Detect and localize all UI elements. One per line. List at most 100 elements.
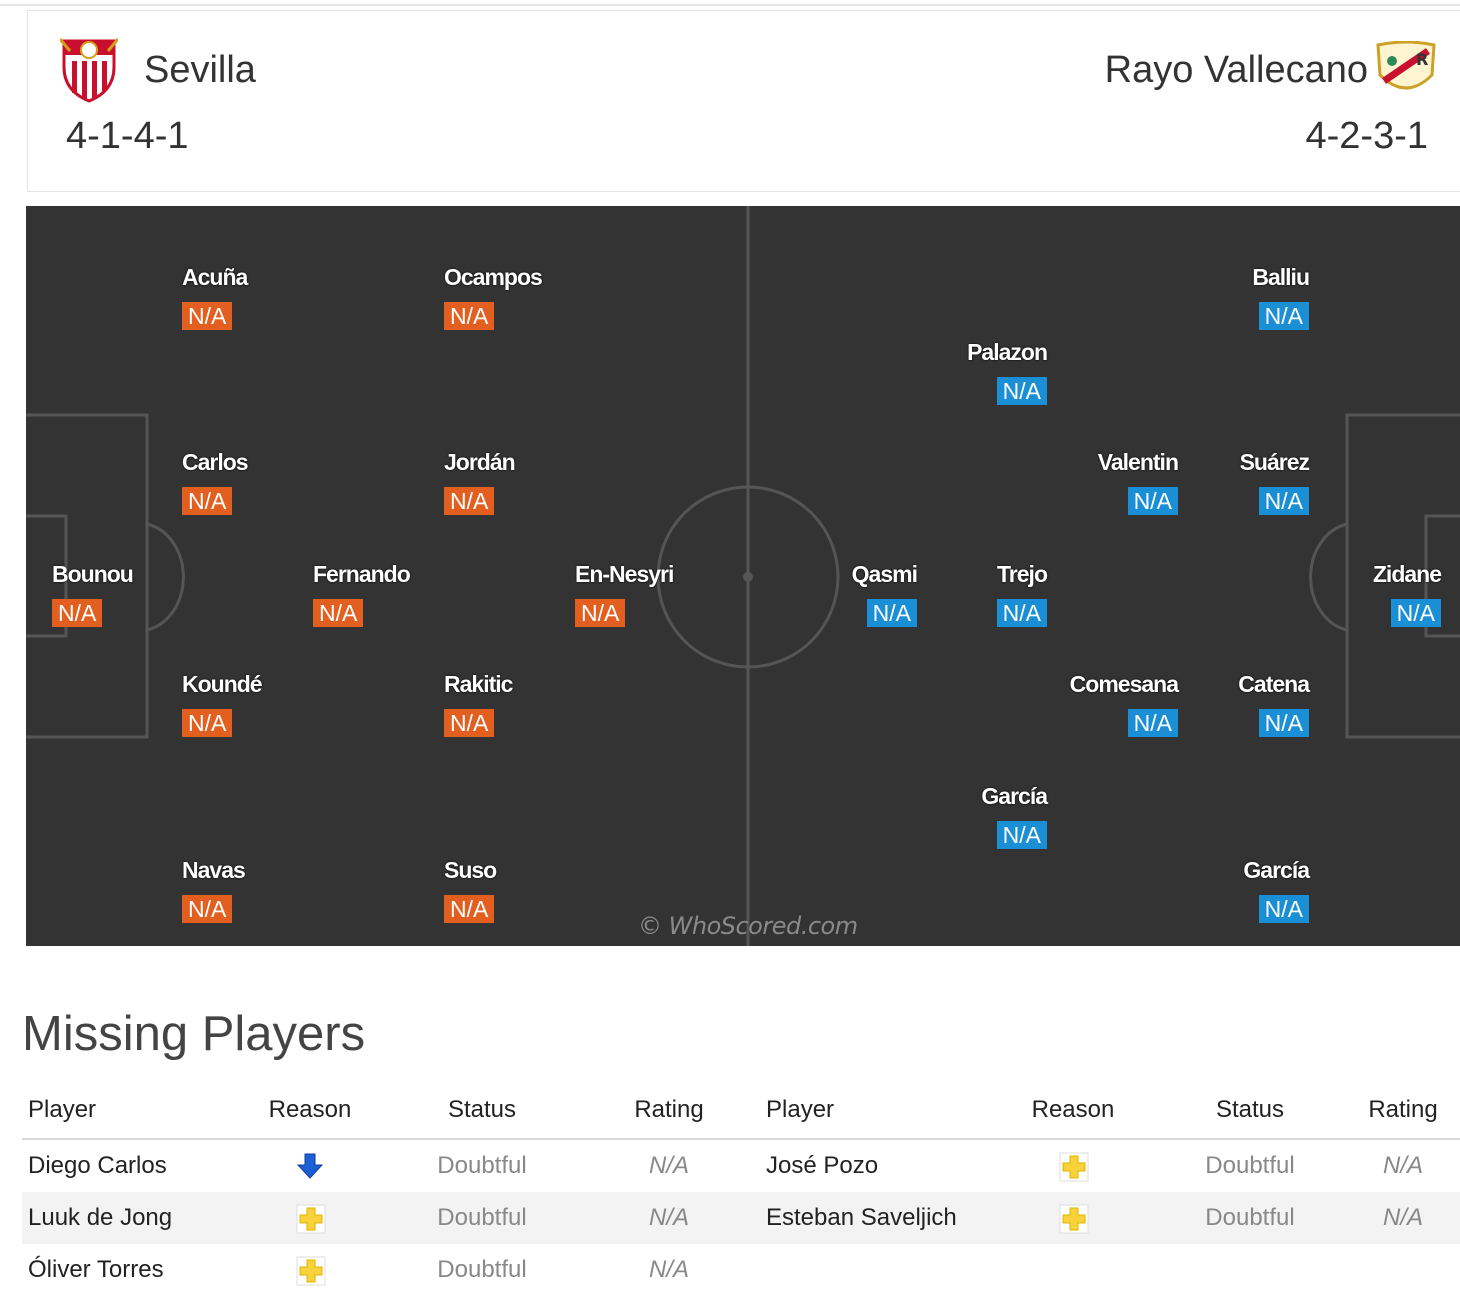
col-status-away[interactable]: Status bbox=[1154, 1082, 1346, 1140]
home-rating: N/A bbox=[648, 1152, 689, 1179]
home-player[interactable]: Fernando N/A bbox=[313, 561, 473, 627]
player-name: Rakitic bbox=[444, 671, 513, 697]
home-reason bbox=[234, 1139, 386, 1192]
home-reason bbox=[234, 1244, 386, 1296]
player-rating-badge: N/A bbox=[444, 709, 495, 737]
away-reason bbox=[992, 1244, 1154, 1296]
player-rating-badge: N/A bbox=[1258, 895, 1309, 923]
svg-text:R: R bbox=[1416, 50, 1428, 69]
player-rating-badge: N/A bbox=[866, 599, 917, 627]
top-divider bbox=[0, 4, 1460, 6]
home-player-name[interactable]: Diego Carlos bbox=[28, 1152, 167, 1179]
home-status: Doubtful bbox=[386, 1192, 578, 1244]
table-header-row: Player Reason Status Rating Player Reaso… bbox=[22, 1082, 1460, 1140]
away-player-name[interactable]: José Pozo bbox=[766, 1152, 879, 1179]
home-rating: N/A bbox=[648, 1256, 689, 1283]
away-formation: 4-2-3-1 bbox=[1305, 115, 1429, 157]
player-rating-badge: N/A bbox=[1127, 709, 1178, 737]
player-rating-badge: N/A bbox=[313, 599, 364, 627]
col-reason-away[interactable]: Reason bbox=[992, 1082, 1154, 1140]
injury-cross-icon bbox=[1059, 1204, 1089, 1234]
player-rating-badge: N/A bbox=[1127, 487, 1178, 515]
injury-cross-icon bbox=[1059, 1152, 1089, 1182]
away-player[interactable]: Zidane N/A bbox=[1281, 561, 1442, 627]
away-player[interactable]: Comesana N/A bbox=[1018, 671, 1179, 737]
player-name: Fernando bbox=[313, 561, 411, 587]
missing-players-table: Player Reason Status Rating Player Reaso… bbox=[22, 1082, 1460, 1296]
player-name: Catena bbox=[1238, 671, 1310, 697]
player-name: Zidane bbox=[1372, 561, 1442, 587]
away-player-name[interactable]: Esteban Saveljich bbox=[760, 1192, 992, 1244]
player-name: Ocampos bbox=[444, 264, 543, 290]
missing-players-title: Missing Players bbox=[22, 1007, 366, 1061]
player-rating-badge: N/A bbox=[182, 302, 233, 330]
col-player-away[interactable]: Player bbox=[760, 1082, 992, 1140]
home-team-name[interactable]: Sevilla bbox=[144, 49, 256, 91]
home-player-name[interactable]: Luuk de Jong bbox=[22, 1192, 234, 1244]
player-name: Navas bbox=[182, 857, 246, 883]
player-name: Valentin bbox=[1097, 449, 1179, 475]
away-player[interactable]: Valentin N/A bbox=[1018, 449, 1179, 515]
injury-cross-icon bbox=[296, 1256, 326, 1286]
col-player-home[interactable]: Player bbox=[22, 1082, 234, 1140]
home-status: Doubtful bbox=[437, 1152, 527, 1179]
player-name: Suso bbox=[444, 857, 497, 883]
col-status-home[interactable]: Status bbox=[386, 1082, 578, 1140]
home-player[interactable]: Bounou N/A bbox=[52, 561, 212, 627]
away-player[interactable]: Balliu N/A bbox=[1149, 264, 1310, 330]
away-status bbox=[1154, 1244, 1346, 1296]
home-player[interactable]: Carlos N/A bbox=[182, 449, 342, 515]
player-name: Balliu bbox=[1252, 264, 1310, 290]
player-rating-badge: N/A bbox=[182, 895, 233, 923]
player-name: Acuña bbox=[182, 264, 248, 290]
rayo-vallecano-crest-icon: R bbox=[1376, 41, 1436, 90]
home-player[interactable]: Jordán N/A bbox=[444, 449, 604, 515]
player-rating-badge: N/A bbox=[575, 599, 626, 627]
away-reason bbox=[992, 1192, 1154, 1244]
player-rating-badge: N/A bbox=[996, 599, 1047, 627]
player-name: Carlos bbox=[182, 449, 249, 475]
player-name: Palazon bbox=[967, 339, 1048, 365]
home-player[interactable]: En-Nesyri N/A bbox=[575, 561, 735, 627]
table-row: Luuk de Jong Doubtful N/A Esteban Saveljich… bbox=[22, 1192, 1460, 1244]
home-player[interactable]: Navas N/A bbox=[182, 857, 342, 923]
table-row: Óliver Torres Doubtful N/A bbox=[22, 1244, 1460, 1296]
col-reason-home[interactable]: Reason bbox=[234, 1082, 386, 1140]
player-rating-badge: N/A bbox=[444, 487, 495, 515]
away-player[interactable]: García N/A bbox=[1149, 857, 1310, 923]
away-rating bbox=[1346, 1244, 1460, 1296]
col-rating-home[interactable]: Rating bbox=[578, 1082, 760, 1140]
away-player[interactable]: García N/A bbox=[887, 783, 1048, 849]
player-name: Bounou bbox=[52, 561, 134, 587]
away-player[interactable]: Catena N/A bbox=[1149, 671, 1310, 737]
away-player[interactable]: Palazon N/A bbox=[887, 339, 1048, 405]
away-player[interactable]: Trejo N/A bbox=[887, 561, 1048, 627]
home-player[interactable]: Ocampos N/A bbox=[444, 264, 604, 330]
home-player[interactable]: Suso N/A bbox=[444, 857, 604, 923]
away-team-name[interactable]: Rayo Vallecano bbox=[1104, 49, 1368, 91]
away-rating: N/A bbox=[1382, 1152, 1423, 1179]
player-rating-badge: N/A bbox=[1258, 709, 1309, 737]
player-rating-badge: N/A bbox=[1258, 487, 1309, 515]
away-rating: N/A bbox=[1346, 1192, 1460, 1244]
player-name: Trejo bbox=[997, 561, 1048, 587]
away-status: Doubtful bbox=[1205, 1152, 1295, 1179]
player-name: Suárez bbox=[1239, 449, 1310, 475]
home-player[interactable]: Rakitic N/A bbox=[444, 671, 604, 737]
player-name: En-Nesyri bbox=[575, 561, 674, 587]
away-player-name bbox=[760, 1244, 992, 1296]
home-player-name[interactable]: Óliver Torres bbox=[28, 1256, 164, 1283]
away-status: Doubtful bbox=[1154, 1192, 1346, 1244]
player-rating-badge: N/A bbox=[52, 599, 103, 627]
home-player[interactable]: Acuña N/A bbox=[182, 264, 342, 330]
col-rating-away[interactable]: Rating bbox=[1346, 1082, 1460, 1140]
player-name: García bbox=[981, 783, 1048, 809]
match-header: Sevilla 4-1-4-1 Rayo Vallecano R 4-2-3-1 bbox=[27, 10, 1460, 192]
home-player[interactable]: Koundé N/A bbox=[182, 671, 342, 737]
player-rating-badge: N/A bbox=[444, 895, 495, 923]
away-player[interactable]: Qasmi N/A bbox=[757, 561, 918, 627]
home-formation: 4-1-4-1 bbox=[66, 115, 189, 157]
player-rating-badge: N/A bbox=[1258, 302, 1309, 330]
player-rating-badge: N/A bbox=[1390, 599, 1441, 627]
away-player[interactable]: Suárez N/A bbox=[1149, 449, 1310, 515]
